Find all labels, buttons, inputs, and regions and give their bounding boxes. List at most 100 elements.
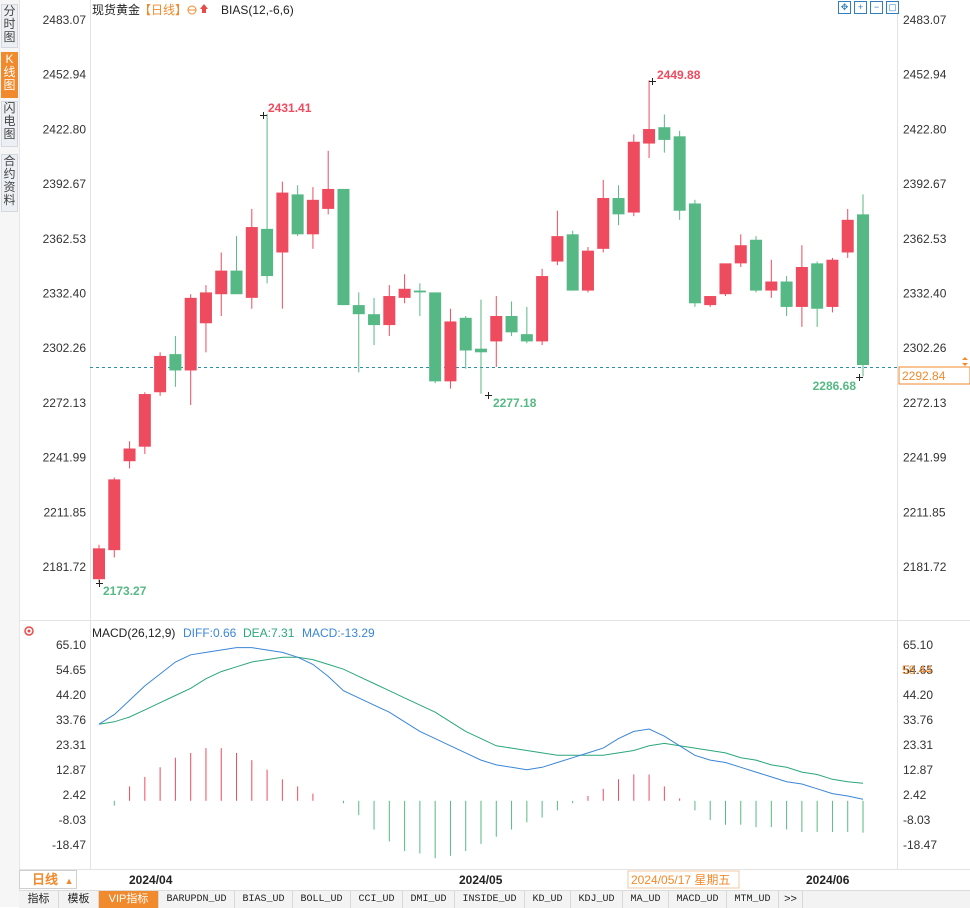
- indicator-cci[interactable]: CCI_UD: [351, 891, 403, 908]
- candle: [750, 236, 763, 293]
- zoom-in-icon[interactable]: +: [854, 1, 867, 14]
- current-price-marker: 2292.84: [898, 357, 970, 385]
- candle-body: [536, 276, 549, 342]
- more-indicators-button[interactable]: >>: [779, 891, 803, 908]
- candle-body: [688, 203, 701, 304]
- move-icon[interactable]: ✥: [838, 1, 851, 14]
- candle: [123, 441, 136, 469]
- candle-body: [857, 214, 869, 366]
- candle: [811, 261, 824, 327]
- macd-tick-right: -18.47: [903, 838, 937, 852]
- candle-body: [734, 245, 747, 264]
- dea-line: [98, 656, 864, 784]
- price-tick-right: 2302.26: [903, 341, 947, 355]
- price-tick-left: 2422.80: [43, 122, 87, 136]
- candle: [245, 208, 258, 309]
- indicator-ma[interactable]: MA_UD: [623, 891, 669, 908]
- candle: [276, 181, 289, 309]
- price-tick-left: 2332.40: [43, 286, 87, 300]
- price-tick-left: 2181.72: [43, 560, 87, 574]
- tab-flash-chart[interactable]: 闪电图: [1, 101, 18, 147]
- indicator-mtm[interactable]: MTM_UD: [727, 891, 779, 908]
- indicator-kdj[interactable]: KDJ_UD: [571, 891, 623, 908]
- indicator-bias[interactable]: BIAS_UD: [235, 891, 293, 908]
- time-highlight: 2024/05/17 星期五: [631, 873, 730, 887]
- macd-value-label: MACD:-13.29: [302, 626, 375, 640]
- candle: [306, 187, 319, 249]
- chevron-updown-icon: [962, 357, 968, 366]
- macd-tick-right: 44.20: [903, 688, 933, 702]
- candle-body: [276, 192, 289, 253]
- candle-body: [322, 188, 335, 209]
- tab-time-sharing[interactable]: 分时图: [1, 4, 18, 48]
- target-icon[interactable]: [187, 5, 197, 15]
- candle-body: [581, 250, 594, 291]
- candle: [215, 252, 228, 316]
- price-tick-left: 2392.67: [43, 177, 87, 191]
- macd-tick-left: 23.31: [56, 738, 86, 752]
- indicator-kd[interactable]: KD_UD: [525, 891, 571, 908]
- candle-body: [413, 290, 426, 293]
- annotation-low-last: 2286.68: [813, 374, 863, 393]
- candle-body: [398, 288, 411, 298]
- candle-body: [123, 448, 136, 462]
- candle-body: [383, 296, 396, 326]
- candle-body: [795, 266, 808, 307]
- candle: [826, 257, 839, 313]
- macd-tick-left: 33.76: [56, 713, 86, 727]
- candle-body: [643, 129, 656, 144]
- indicator-dmi[interactable]: DMI_UD: [403, 891, 455, 908]
- macd-dea-label: DEA:7.31: [243, 626, 295, 640]
- tab-k-line[interactable]: K线图: [1, 52, 18, 98]
- candle-body: [673, 136, 686, 211]
- indicator-tab-indicators[interactable]: 指标: [19, 891, 59, 908]
- candle-body: [245, 227, 258, 298]
- candle-body: [627, 141, 640, 213]
- candle: [154, 352, 167, 396]
- indicator-macd[interactable]: MACD_UD: [669, 891, 727, 908]
- price-tick-right: 2241.99: [903, 451, 947, 465]
- indicator-inside[interactable]: INSIDE_UD: [455, 891, 525, 908]
- tab-contract-info[interactable]: 合约资料: [1, 154, 18, 212]
- candle: [429, 292, 442, 384]
- candle: [581, 247, 594, 293]
- candle: [230, 236, 243, 295]
- candle-body: [765, 281, 778, 291]
- candle-body: [658, 127, 671, 140]
- arrow-up-icon[interactable]: [200, 4, 208, 13]
- macd-tick-left: 12.87: [56, 763, 86, 777]
- macd-histogram: [113, 748, 864, 859]
- price-tick-right: 2483.07: [903, 13, 947, 27]
- svg-text:2277.18: 2277.18: [493, 396, 537, 410]
- fullscreen-icon[interactable]: ▢: [886, 1, 899, 14]
- diff-line: [98, 647, 864, 800]
- candle: [169, 335, 182, 387]
- candle-body: [505, 315, 518, 333]
- macd-tick-left: 54.65: [56, 663, 86, 677]
- candle: [444, 308, 457, 389]
- candle-body: [215, 270, 228, 295]
- period-button[interactable]: 日线 ▲: [19, 870, 77, 889]
- candle-body: [306, 199, 319, 235]
- settings-icon[interactable]: [24, 626, 34, 636]
- candle-body: [475, 348, 487, 353]
- candle: [459, 315, 472, 369]
- time-highlight-box: [627, 870, 740, 889]
- indicator-tab-vip[interactable]: VIP指标: [99, 891, 159, 908]
- candle-body: [612, 198, 625, 215]
- indicator-boll[interactable]: BOLL_UD: [293, 891, 351, 908]
- indicator-barupdn[interactable]: BARUPDN_UD: [159, 891, 235, 908]
- candle: [413, 283, 426, 316]
- annotation-high-first: 2431.41: [260, 101, 312, 119]
- price-tick-right: 2332.40: [903, 286, 947, 300]
- zoom-out-icon[interactable]: −: [870, 1, 883, 14]
- macd-title: MACD(26,12,9): [92, 626, 175, 640]
- indicator-tab-templates[interactable]: 模板: [59, 891, 99, 908]
- macd-right-marker: 58.44: [902, 663, 932, 677]
- candle: [688, 199, 701, 307]
- macd-tick-left: 2.42: [63, 788, 87, 802]
- price-tick-left: 2241.99: [43, 451, 87, 465]
- svg-text:2449.88: 2449.88: [657, 68, 701, 82]
- candle-body: [597, 198, 610, 249]
